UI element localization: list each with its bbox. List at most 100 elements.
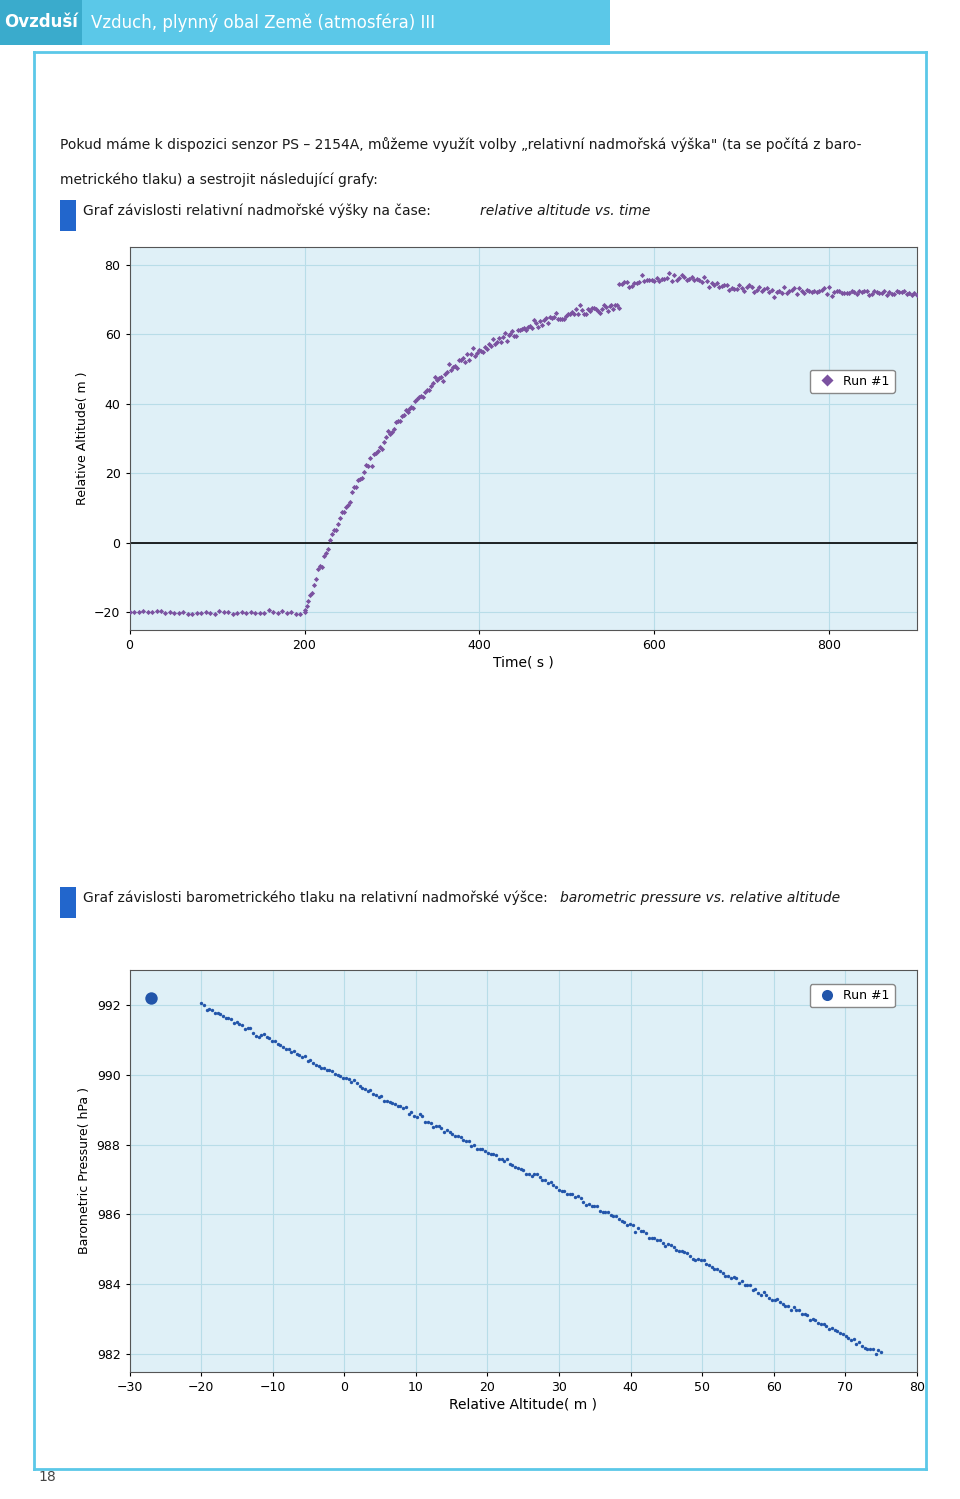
Point (660, 1232, 676, 1256)
Point (707, 273, 722, 297)
Point (299, 594, 314, 618)
Point (221, 600, 236, 624)
Point (487, 333, 502, 357)
Point (751, 1280, 766, 1304)
Point (221, 1006, 236, 1030)
Point (198, 600, 213, 624)
Point (445, 355, 461, 379)
Point (279, 601, 295, 625)
Point (360, 454, 375, 478)
Point (732, 273, 747, 297)
Point (229, 601, 245, 625)
Point (360, 1079, 375, 1103)
Point (502, 1153, 517, 1177)
Point (469, 342, 485, 366)
Point (464, 1135, 479, 1159)
Point (726, 1265, 741, 1289)
Point (341, 493, 356, 517)
Point (875, 280, 890, 304)
Point (135, 598, 151, 622)
Point (780, 282, 795, 306)
Point (477, 334, 492, 358)
Point (748, 1277, 763, 1301)
Point (633, 1219, 648, 1243)
Point (513, 318, 528, 342)
Point (485, 327, 500, 351)
Point (586, 297, 601, 321)
Point (429, 367, 444, 391)
Point (690, 1247, 706, 1271)
Point (509, 324, 524, 348)
Point (574, 298, 589, 322)
Point (548, 301, 564, 325)
Point (451, 348, 467, 372)
Point (372, 435, 388, 459)
Point (649, 267, 664, 291)
Point (396, 1096, 411, 1120)
Point (293, 601, 308, 625)
Point (522, 313, 538, 337)
Point (666, 264, 682, 288)
Point (459, 342, 474, 366)
Text: Ovzduší: Ovzduší (4, 13, 78, 31)
Point (852, 1330, 867, 1354)
Point (507, 324, 522, 348)
Point (330, 513, 346, 537)
Point (442, 352, 457, 376)
Point (794, 1303, 809, 1327)
Point (438, 361, 453, 385)
Point (564, 300, 580, 324)
Point (566, 301, 582, 325)
Point (349, 1072, 365, 1096)
Point (387, 1091, 402, 1115)
Point (307, 573, 323, 597)
Point (655, 1231, 670, 1255)
Point (759, 276, 775, 300)
Point (639, 268, 655, 292)
Point (527, 309, 542, 333)
Point (589, 1195, 605, 1219)
Point (444, 1121, 460, 1145)
Point (827, 280, 842, 304)
Point (297, 598, 312, 622)
Point (283, 600, 299, 624)
Point (461, 348, 476, 372)
Point (819, 1315, 834, 1339)
Point (524, 1165, 540, 1189)
Point (761, 280, 777, 304)
X-axis label: Relative Altitude( m ): Relative Altitude( m ) (449, 1397, 597, 1412)
Point (834, 282, 850, 306)
Point (758, 1283, 774, 1307)
Point (562, 1183, 577, 1207)
Point (176, 600, 191, 624)
Point (592, 301, 608, 325)
Point (846, 1327, 861, 1351)
Point (385, 1091, 400, 1115)
Point (483, 334, 498, 358)
Point (149, 598, 164, 622)
Point (718, 1264, 733, 1288)
Point (199, 998, 214, 1022)
Point (789, 1298, 804, 1322)
Point (518, 1162, 534, 1186)
Point (516, 316, 532, 340)
Point (479, 337, 494, 361)
Point (248, 1024, 263, 1048)
Point (456, 1129, 471, 1153)
Point (570, 301, 586, 325)
Point (849, 1333, 864, 1357)
Point (167, 601, 182, 625)
Point (211, 598, 227, 622)
Point (398, 1094, 414, 1118)
Point (606, 297, 621, 321)
Point (761, 1286, 777, 1310)
Point (594, 297, 610, 321)
Point (641, 268, 657, 292)
Point (266, 600, 281, 624)
Point (319, 1058, 334, 1082)
Point (278, 1037, 294, 1061)
Point (600, 298, 615, 322)
Point (791, 1298, 806, 1322)
Point (302, 583, 318, 607)
Point (552, 307, 567, 331)
